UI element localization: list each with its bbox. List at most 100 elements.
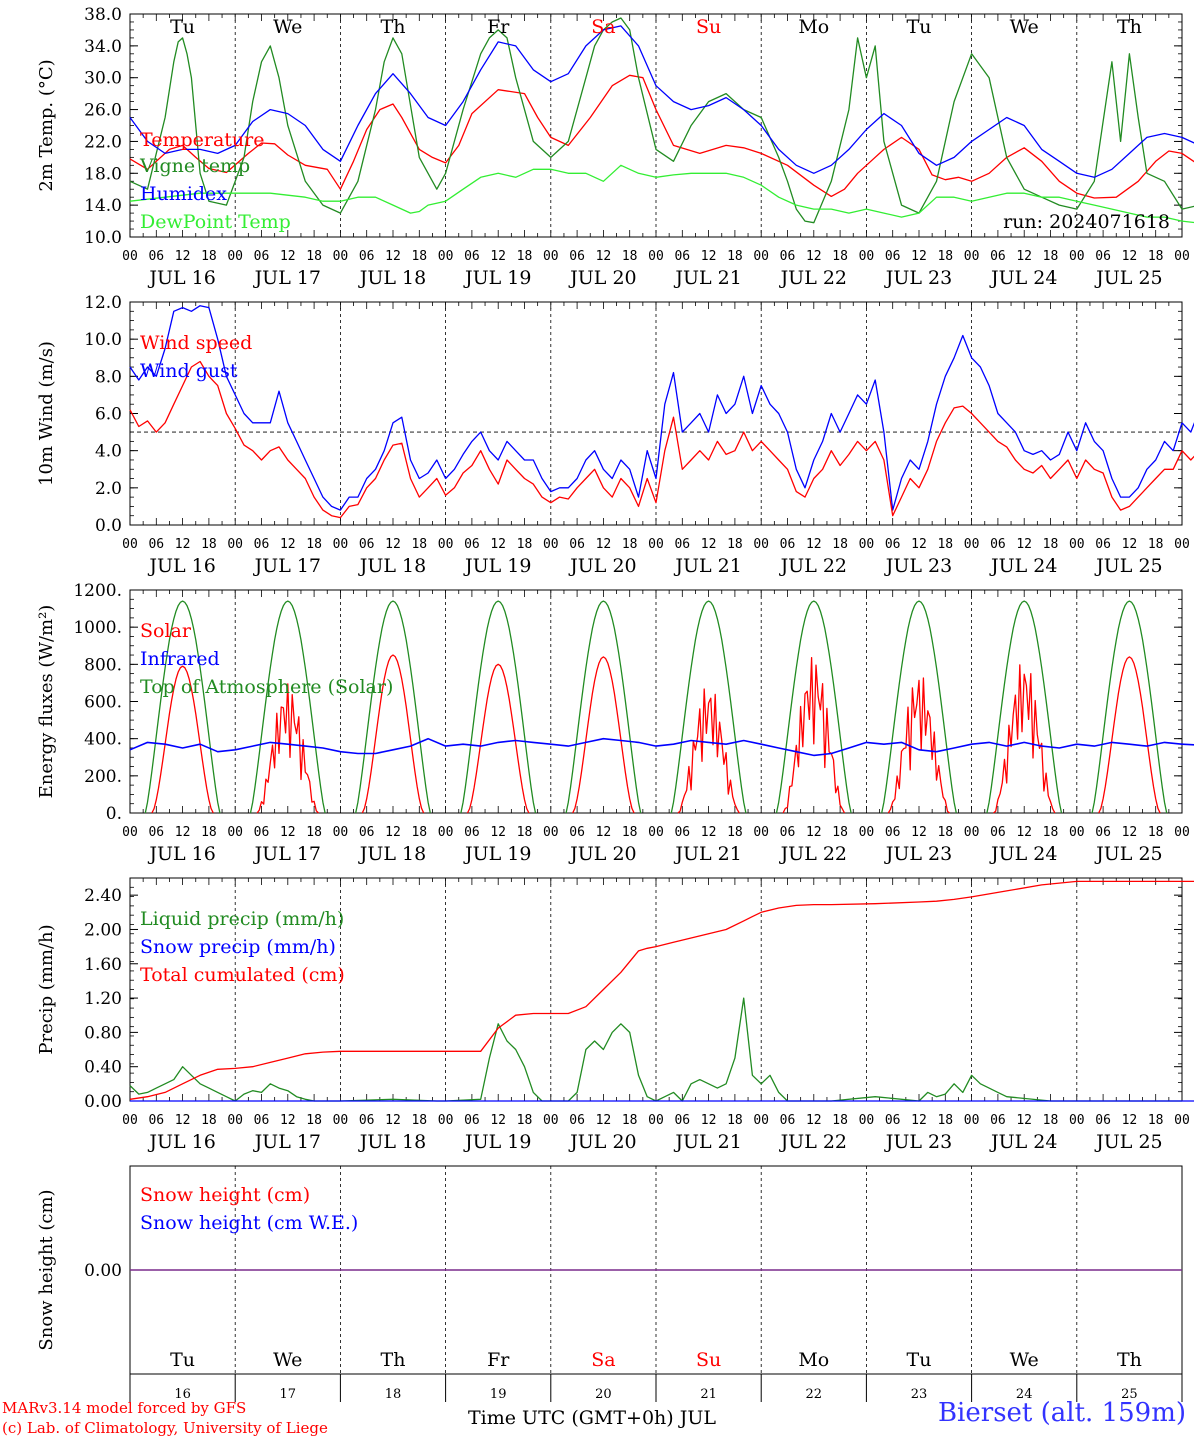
hour-label: 06	[780, 249, 796, 264]
day-number: 25	[1121, 1387, 1138, 1402]
series-toa-solar	[1091, 600, 1168, 814]
hour-label: 00	[753, 537, 769, 552]
series-solar	[466, 663, 530, 814]
y-tick-label: 0.	[106, 804, 122, 824]
hour-label: 18	[937, 537, 953, 552]
y-tick-label: 4.0	[95, 442, 122, 462]
y-tick-label: 18.0	[84, 164, 122, 184]
y-tick-label: 2.0	[95, 479, 122, 499]
weekday-label: Fr	[487, 16, 510, 38]
hour-label: 00	[122, 249, 138, 264]
date-label: JUL 18	[358, 1131, 426, 1153]
date-label: JUL 18	[358, 555, 426, 577]
series-infrared	[1181, 743, 1194, 746]
hour-label: 18	[832, 537, 848, 552]
day-number: 20	[595, 1387, 612, 1402]
hour-label: 18	[306, 825, 322, 840]
weekday-label: Tu	[907, 16, 932, 38]
y-tick-label: 1000.	[73, 618, 122, 638]
hour-label: 00	[333, 825, 349, 840]
y-tick-label: 1200.	[73, 581, 122, 601]
hour-label: 06	[569, 537, 585, 552]
y-axis-label: Snow height (cm)	[36, 1189, 57, 1350]
date-label: JUL 16	[147, 1131, 215, 1153]
hour-label: 06	[1095, 825, 1111, 840]
hour-label: 18	[727, 1113, 743, 1128]
series-toa-solar	[986, 600, 1063, 814]
hour-label: 18	[517, 249, 533, 264]
series-solar	[782, 657, 846, 814]
series-toa-solar	[355, 600, 431, 814]
legend-snow-height-cm: Snow height (cm)	[140, 1184, 310, 1206]
hour-label: 12	[596, 825, 612, 840]
date-label: JUL 20	[568, 267, 636, 289]
hour-label: 06	[254, 249, 270, 264]
hour-label: 12	[806, 1113, 822, 1128]
hour-label: 12	[701, 249, 717, 264]
hour-label: 06	[1095, 249, 1111, 264]
panel-2: 0. 200. 400. 600. 800. 1000. 1200. Energy fluxe…	[36, 581, 1194, 865]
weekday-label: Th	[381, 1349, 406, 1371]
hour-label: 00	[543, 249, 559, 264]
hour-label: 18	[411, 249, 427, 264]
series-solar	[887, 677, 951, 814]
hour-label: 18	[1043, 1113, 1059, 1128]
series-infrared	[129, 737, 1183, 757]
weekday-label: Th	[1117, 1349, 1142, 1371]
series-vigne-temp	[129, 17, 1183, 224]
hour-label: 00	[964, 825, 980, 840]
hour-label: 00	[543, 825, 559, 840]
date-label: JUL 20	[568, 1131, 636, 1153]
date-label: JUL 18	[358, 843, 426, 865]
hour-label: 12	[806, 537, 822, 552]
hour-label: 06	[464, 249, 480, 264]
hour-label: 18	[832, 825, 848, 840]
hour-label: 00	[122, 1113, 138, 1128]
hour-label: 06	[254, 825, 270, 840]
y-tick-label: 1.20	[84, 989, 122, 1009]
hour-label: 12	[280, 249, 296, 264]
hour-label: 18	[517, 537, 533, 552]
y-tick-label: 2.00	[84, 920, 122, 940]
series-toa-solar	[249, 600, 326, 814]
hour-label: 06	[885, 249, 901, 264]
hour-label: 00	[859, 249, 875, 264]
panel-3: 0.00 0.40 0.80 1.20 1.60 2.00 2.40 Precip (mm/h…	[36, 877, 1194, 1153]
hour-label: 00	[227, 825, 243, 840]
series-wind-gust	[129, 305, 1183, 511]
date-label: JUL 22	[779, 843, 847, 865]
legend-dewpoint-temp: DewPoint Temp	[140, 211, 291, 233]
hour-label: 18	[1148, 1113, 1164, 1128]
hour-label: 00	[1069, 1113, 1085, 1128]
y-tick-label: 8.0	[95, 367, 122, 387]
date-label: JUL 23	[884, 1131, 952, 1153]
hour-label: 12	[280, 537, 296, 552]
hour-label: 06	[464, 825, 480, 840]
y-tick-label: 10.0	[84, 228, 122, 248]
hour-label: 18	[201, 825, 217, 840]
hour-label: 00	[1069, 537, 1085, 552]
hour-label: 00	[227, 249, 243, 264]
hour-label: 12	[385, 825, 401, 840]
hour-label: 06	[569, 825, 585, 840]
series-toa-solar	[670, 600, 747, 814]
date-label: JUL 22	[779, 555, 847, 577]
date-label: JUL 19	[463, 1131, 531, 1153]
date-label: JUL 25	[1094, 267, 1162, 289]
hour-label: 00	[648, 537, 664, 552]
date-label: JUL 20	[568, 555, 636, 577]
hour-label: 00	[859, 537, 875, 552]
hour-label: 00	[964, 249, 980, 264]
hour-label: 12	[701, 825, 717, 840]
hour-label: 18	[832, 249, 848, 264]
hour-label: 12	[490, 537, 506, 552]
hour-label: 12	[806, 825, 822, 840]
hour-label: 18	[1043, 249, 1059, 264]
hour-label: 06	[569, 1113, 585, 1128]
y-tick-label: 800.	[84, 655, 122, 675]
date-label: JUL 24	[989, 843, 1057, 865]
series-wind-gust	[1181, 422, 1194, 433]
station-label: Bierset (alt. 159m)	[937, 1398, 1186, 1428]
hour-label: 06	[885, 537, 901, 552]
